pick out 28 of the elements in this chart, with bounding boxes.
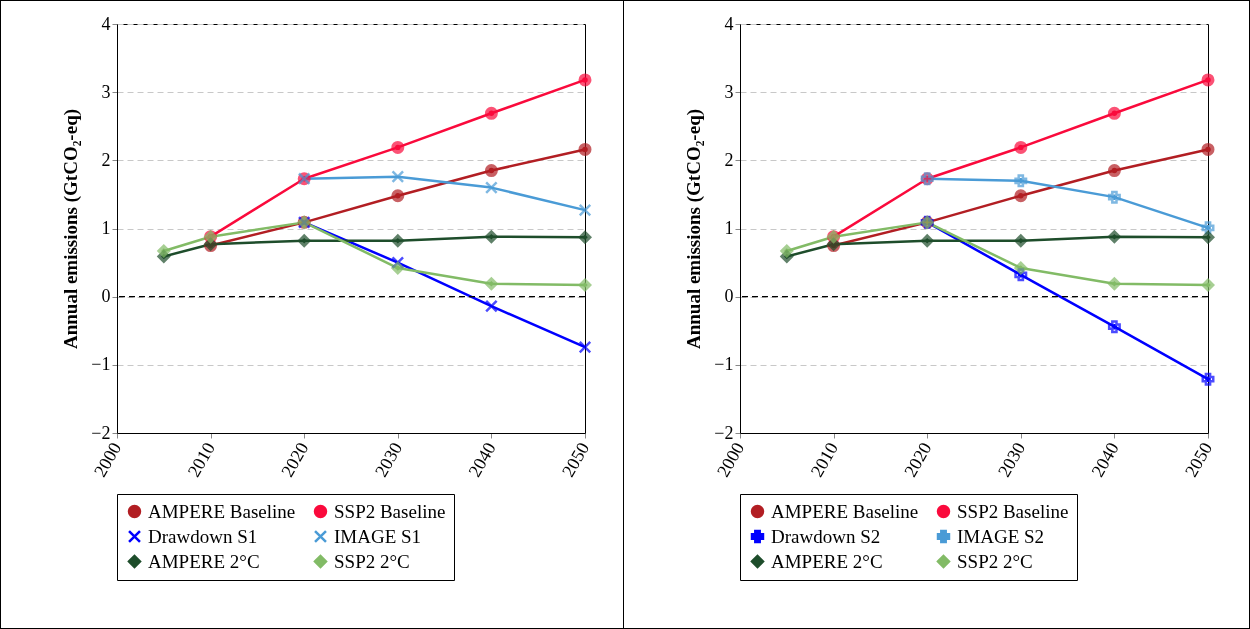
y-tick-label: −2 xyxy=(91,422,111,443)
legend-label: AMPERE 2°C xyxy=(771,550,883,572)
legend-label: AMPERE Baseline xyxy=(148,500,296,522)
y-tick-label: −1 xyxy=(91,354,111,375)
y-tick-label: −2 xyxy=(714,422,734,443)
y-tick-label: 3 xyxy=(101,81,111,102)
y-tick-label: 2 xyxy=(724,149,734,170)
y-tick-label: −1 xyxy=(714,354,734,375)
legend-label: IMAGE S1 xyxy=(334,525,422,547)
y-tick-label: 1 xyxy=(101,218,111,238)
legend-label: Drawdown S2 xyxy=(771,525,881,547)
y-tick-label: 0 xyxy=(724,286,734,307)
y-tick-label: 3 xyxy=(724,81,734,102)
y-tick-label: 2 xyxy=(101,149,111,170)
legend-label: IMAGE S2 xyxy=(957,525,1045,547)
y-tick-label: 4 xyxy=(724,13,734,34)
legend-label: SSP2 Baseline xyxy=(334,500,446,522)
y-axis-title: Annual emissions (GtCO₂-eq) xyxy=(60,108,83,350)
y-tick-label: 1 xyxy=(724,218,734,238)
legend-label: SSP2 2°C xyxy=(957,550,1033,572)
legend-label: AMPERE Baseline xyxy=(771,500,919,522)
y-tick-label: 0 xyxy=(101,286,111,307)
legend-label: SSP2 Baseline xyxy=(957,500,1069,522)
y-axis-title: Annual emissions (GtCO₂-eq) xyxy=(683,108,706,350)
legend-label: Drawdown S1 xyxy=(148,525,258,547)
legend-label: SSP2 2°C xyxy=(334,550,410,572)
legend-label: AMPERE 2°C xyxy=(148,550,260,572)
y-tick-label: 4 xyxy=(101,13,111,34)
